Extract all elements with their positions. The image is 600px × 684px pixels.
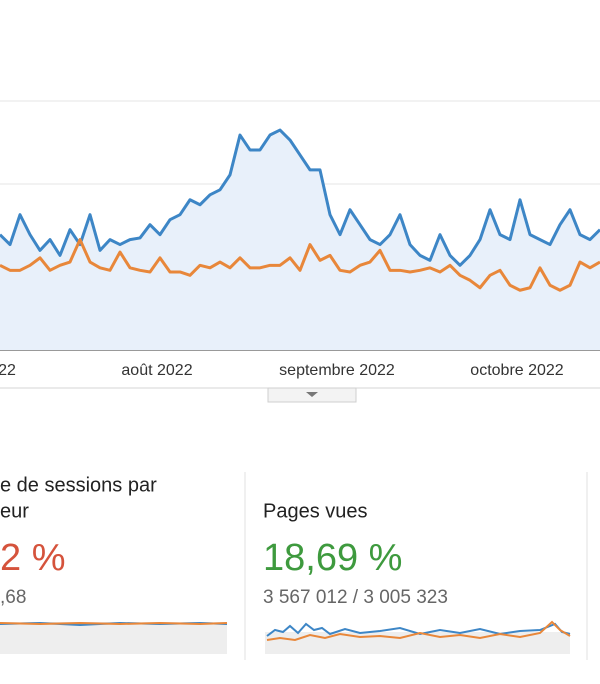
x-tick-label: août 2022	[121, 362, 192, 379]
card-detail: ,68	[0, 587, 26, 608]
card-detail: 3 567 012 / 3 005 323	[263, 587, 448, 608]
sparkline	[266, 620, 571, 642]
area	[0, 130, 600, 350]
line-chart: 22 août 2022 septembre 2022 octobre 2022	[0, 100, 600, 379]
x-tick-label: octobre 2022	[470, 362, 564, 379]
expand-arrow	[306, 392, 318, 397]
card-title: eur	[0, 500, 29, 522]
x-tick-label: septembre 2022	[279, 362, 395, 379]
card-title: e de sessions par	[0, 474, 157, 496]
sparkline	[266, 622, 571, 637]
sparkline-bg	[265, 632, 570, 654]
line	[0, 128, 600, 267]
line	[0, 238, 600, 292]
card-title: Pages vues	[263, 500, 368, 522]
card-change: 18,69 %	[263, 537, 402, 579]
card-change: 2 %	[0, 537, 65, 579]
x-tick-label: 22	[0, 362, 16, 379]
sparkline	[0, 621, 228, 626]
sparkline-bg	[0, 622, 227, 654]
